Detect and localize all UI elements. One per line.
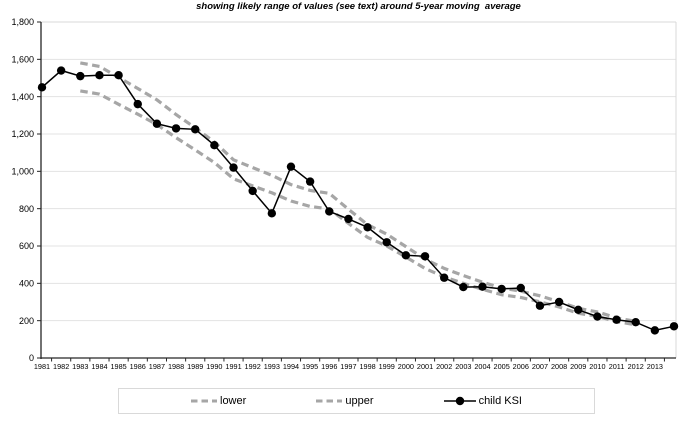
x-tick-label: 2006 [513, 362, 529, 371]
child-ksi-data-point [497, 284, 506, 294]
child-ksi-data-point [593, 312, 602, 321]
y-tick-label: 800 [19, 204, 34, 214]
lower-dashed-swatch-icon [191, 399, 217, 403]
child-ksi-data-point [95, 71, 104, 80]
x-tick-label: 2013 [647, 362, 663, 371]
lower-series-line [80, 89, 636, 327]
x-tick-label: 1992 [245, 362, 261, 371]
x-tick-label: 1991 [225, 362, 241, 371]
x-tick-label: 2012 [628, 362, 644, 371]
y-tick-label: 200 [19, 316, 34, 326]
legend: lower upper child KSI [118, 388, 595, 414]
child-ksi-data-point [114, 71, 123, 80]
child-ksi-line-marker-swatch-icon [443, 396, 476, 406]
x-tick-label: 2002 [436, 362, 452, 371]
x-tick-label: 1995 [302, 362, 318, 371]
x-tick-label: 1981 [34, 362, 50, 371]
child-ksi-data-point [650, 326, 660, 335]
x-tick-label: 1984 [91, 362, 107, 371]
child-ksi-data-point [133, 99, 142, 109]
legend-item-child-ksi: child KSI [443, 394, 522, 407]
child-ksi-data-point [612, 315, 621, 324]
child-ksi-data-point [516, 283, 525, 293]
x-tick-label: 2000 [398, 362, 414, 371]
child-ksi-data-point [56, 66, 66, 75]
child-ksi-series-line [41, 69, 675, 332]
child-ksi-data-point [554, 297, 564, 307]
x-tick-label: 1993 [264, 362, 280, 371]
y-tick-label: 1,600 [11, 55, 34, 65]
x-tick-label: 2005 [494, 362, 510, 371]
x-tick-label: 2011 [609, 362, 625, 371]
child-ksi-data-point [439, 273, 449, 282]
child-ksi-data-point [363, 223, 372, 232]
child-ksi-data-point [669, 322, 679, 331]
y-tick-label: 1,000 [11, 167, 34, 177]
child-ksi-data-point [401, 251, 411, 260]
child-ksi-data-point [344, 214, 353, 224]
x-tick-label: 1983 [72, 362, 88, 371]
upper-dashed-swatch-icon [316, 399, 343, 403]
child-ksi-data-point [229, 163, 238, 172]
child-ksi-data-point [248, 186, 257, 196]
child-ksi-data-point [152, 119, 162, 128]
child-ksi-data-point [171, 124, 181, 133]
x-tick-label: 2010 [589, 362, 605, 371]
x-tick-label: 1982 [53, 362, 69, 371]
child-ksi-data-point [305, 177, 315, 186]
child-ksi-data-point [459, 282, 468, 292]
x-tick-label: 1987 [149, 362, 165, 371]
child-ksi-data-point [325, 207, 334, 216]
child-ksi-data-point [210, 141, 219, 150]
x-tick-label: 2001 [417, 362, 433, 371]
x-tick-label: 1985 [110, 362, 126, 371]
child-ksi-data-point [420, 252, 430, 261]
x-tick-label: 1999 [379, 362, 395, 371]
x-tick-label: 1998 [359, 362, 375, 371]
y-tick-label: 1,800 [11, 17, 34, 27]
child-ksi-data-point [574, 305, 583, 315]
x-tick-label: 1988 [168, 362, 184, 371]
child-ksi-data-point [37, 83, 47, 92]
x-tick-label: 2007 [532, 362, 548, 371]
x-tick-label: 2008 [551, 362, 567, 371]
x-tick-label: 1990 [206, 362, 222, 371]
chart-title: showing likely range of values (see text… [196, 1, 521, 12]
x-tick-label: 1997 [340, 362, 356, 371]
x-tick-label: 2009 [570, 362, 586, 371]
legend-item-upper: upper [316, 394, 374, 407]
x-tick-label: 1996 [321, 362, 337, 371]
y-tick-label: 1,200 [11, 129, 34, 139]
child-ksi-data-point [631, 317, 640, 327]
legend-label-upper: upper [345, 394, 374, 407]
x-tick-label: 1986 [130, 362, 146, 371]
x-tick-label: 1994 [283, 362, 299, 371]
y-tick-label: 1,400 [11, 92, 34, 102]
child-ksi-data-point [76, 71, 85, 81]
upper-series-line [80, 61, 636, 323]
child-ksi-data-point [478, 282, 487, 291]
x-tick-label: 2004 [474, 362, 490, 371]
legend-label-child-ksi: child KSI [478, 394, 522, 407]
legend-label-lower: lower [220, 394, 247, 407]
x-tick-label: 1989 [187, 362, 203, 371]
child-ksi-data-point [535, 301, 545, 310]
x-tick-label: 2003 [455, 362, 471, 371]
legend-item-lower: lower [191, 394, 247, 407]
y-tick-label: 400 [19, 279, 34, 289]
child-ksi-data-point [267, 209, 277, 218]
child-ksi-data-point [191, 125, 200, 134]
child-ksi-data-point [382, 238, 391, 247]
y-tick-label: 0 [29, 353, 34, 363]
y-tick-label: 600 [19, 241, 34, 251]
child-ksi-data-point [286, 162, 296, 171]
